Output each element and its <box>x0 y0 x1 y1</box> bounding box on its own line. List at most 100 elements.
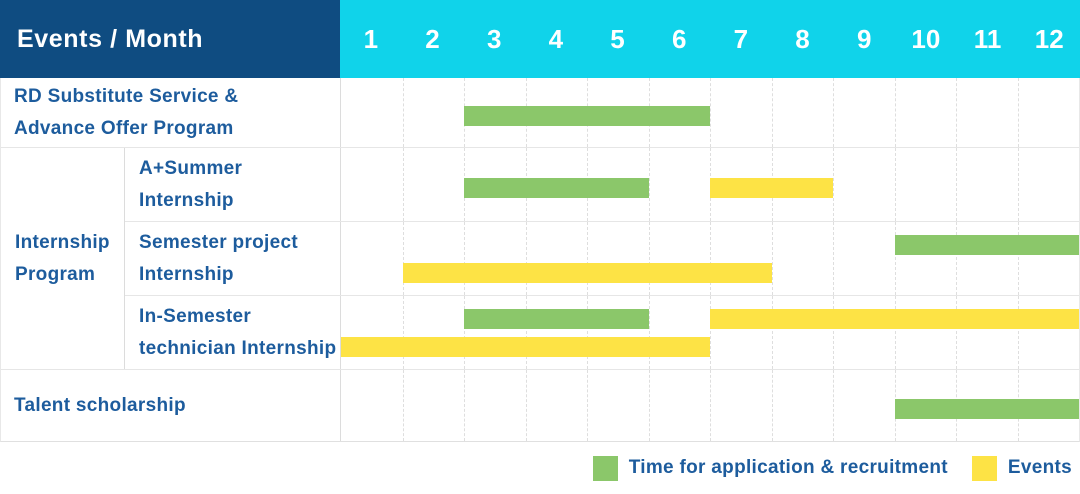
bar-events <box>341 337 710 357</box>
label-line: A+Summer <box>139 157 243 179</box>
month-gridline <box>402 296 404 369</box>
label-line: Semester project <box>139 231 298 253</box>
row-a-plus-summer: A+Summer Internship <box>125 148 1079 221</box>
label-line: Program <box>15 263 96 285</box>
bar-events <box>402 263 772 283</box>
month-gridline <box>464 370 465 441</box>
month-gridline <box>402 222 404 295</box>
month-gridline <box>710 296 711 369</box>
month-gridline <box>771 296 773 369</box>
row-label-in-semester-technician: In-Semester technician Internship <box>125 296 341 369</box>
month-gridline <box>648 148 650 221</box>
month-gridline <box>956 78 957 147</box>
month-label-10: 10 <box>911 23 941 54</box>
group-internship-program: Internship Program A+Summer Internship Semes… <box>1 147 1079 369</box>
label-line: Internship <box>139 263 234 285</box>
month-gridline <box>525 222 527 295</box>
month-gridline <box>1017 78 1019 147</box>
label-line: technician Internship <box>139 337 337 359</box>
bar-events <box>710 177 833 198</box>
row-rd-substitute: RD Substitute Service & Advance Offer Pro… <box>1 78 1079 147</box>
month-gridline <box>1017 222 1019 295</box>
bar-application-recruitment <box>464 309 649 329</box>
month-gridline <box>587 296 588 369</box>
month-gridline <box>894 296 896 369</box>
chart-cell-rd-substitute <box>341 78 1079 147</box>
month-gridline <box>956 222 957 295</box>
row-in-semester-technician: In-Semester technician Internship <box>125 295 1079 369</box>
month-gridline <box>525 370 527 441</box>
month-gridline <box>525 296 527 369</box>
table-header-row: Events / Month 1 2 3 4 5 6 7 8 9 10 11 12 <box>0 0 1080 78</box>
month-gridline <box>1017 148 1019 221</box>
month-label-11: 11 <box>973 23 1002 54</box>
legend-swatch-application-green <box>592 455 618 481</box>
chart-cell-talent-scholarship <box>341 370 1079 441</box>
row-label-semester-project: Semester project Internship <box>125 222 341 295</box>
events-month-header-cell: Events / Month <box>0 0 340 78</box>
label-line: In-Semester <box>139 305 252 327</box>
chart-cell-semester-project <box>341 222 1079 295</box>
month-gridline <box>833 78 834 147</box>
month-gridline <box>710 370 711 441</box>
legend-label-events: Events <box>1007 457 1072 478</box>
month-label-1: 1 <box>363 23 379 54</box>
legend-swatch-events-yellow <box>971 455 997 481</box>
bar-application-recruitment <box>894 235 1079 255</box>
month-gridline <box>833 148 834 221</box>
month-label-12: 12 <box>1034 23 1064 54</box>
month-gridline <box>464 296 465 369</box>
month-label-5: 5 <box>610 23 625 54</box>
label-line: RD Substitute Service & <box>14 85 239 107</box>
month-gridline <box>771 222 773 295</box>
month-gridline <box>833 222 834 295</box>
bar-application-recruitment <box>464 105 710 126</box>
row-label-talent-scholarship: Talent scholarship <box>1 370 341 441</box>
month-gridline <box>648 370 650 441</box>
bar-application-recruitment <box>894 398 1079 419</box>
bar-application-recruitment <box>464 177 649 198</box>
month-gridline <box>771 370 773 441</box>
month-gridline <box>402 148 404 221</box>
month-gridline <box>648 222 650 295</box>
month-gridline <box>894 148 896 221</box>
month-gridline <box>956 296 957 369</box>
row-talent-scholarship: Talent scholarship <box>1 369 1079 441</box>
legend-label-application: Time for application & recruitment <box>628 457 948 478</box>
month-gridline <box>710 78 711 147</box>
month-label-8: 8 <box>795 23 810 54</box>
month-gridline <box>833 296 834 369</box>
month-gridline <box>894 78 896 147</box>
month-gridline <box>587 222 588 295</box>
month-gridline <box>894 222 896 295</box>
chart-cell-in-semester-technician <box>341 296 1079 369</box>
legend: Time for application & recruitment Event… <box>592 453 1072 483</box>
label-line: Internship <box>139 189 234 211</box>
label-line: Internship <box>15 231 110 253</box>
month-gridline <box>648 296 650 369</box>
row-label-rd-substitute: RD Substitute Service & Advance Offer Pro… <box>1 78 341 147</box>
month-gridline <box>1017 296 1019 369</box>
label-line: Advance Offer Program <box>14 117 234 139</box>
month-gridline <box>956 148 957 221</box>
bar-events <box>710 309 1079 329</box>
chart-cell-a-plus-summer <box>341 148 1079 221</box>
table-title: Events / Month <box>17 24 204 53</box>
month-label-6: 6 <box>671 23 687 54</box>
month-label-7: 7 <box>733 23 749 54</box>
schedule-table-body: RD Substitute Service & Advance Offer Pro… <box>0 78 1080 442</box>
label-line: Talent scholarship <box>14 394 186 416</box>
month-label-4: 4 <box>548 23 564 54</box>
month-gridline <box>833 370 834 441</box>
month-label-3: 3 <box>486 23 502 54</box>
month-gridline <box>587 370 588 441</box>
group-label: Internship Program <box>1 148 125 369</box>
group-subrows: A+Summer Internship Semester project Intern… <box>125 148 1079 369</box>
month-gridline <box>402 370 404 441</box>
month-gridline <box>710 222 711 295</box>
month-gridline <box>464 222 465 295</box>
row-semester-project: Semester project Internship <box>125 221 1079 295</box>
month-gridline <box>402 78 404 147</box>
month-gridline <box>771 78 773 147</box>
